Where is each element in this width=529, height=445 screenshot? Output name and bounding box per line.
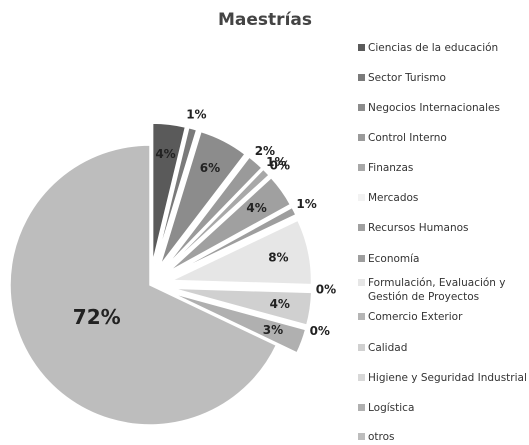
legend-swatch [358,104,365,111]
pie-slice [155,126,198,264]
pie-slice [170,291,307,354]
legend-label: Negocios Internacionales [368,102,500,114]
legend-label: Mercados [368,192,419,204]
legend-item: Control Interno [358,131,528,145]
pie-slice [171,287,313,327]
legend-item: Negocios Internacionales [358,101,528,115]
data-label: 3% [263,323,283,337]
pie-slice [171,290,307,329]
legend-item: Economía [358,252,528,266]
data-label: 72% [73,305,121,329]
legend-item: Sector Turismo [358,71,528,85]
data-label: 2% [255,144,275,158]
legend-label: Formulación, Evaluación y Gestión de Pro… [368,277,506,303]
data-label: 4% [246,201,266,215]
legend-item: Mercados [358,191,528,205]
data-label: 8% [268,250,288,264]
data-label: 0% [310,324,330,338]
legend-label: Higiene y Seguridad Industrial [368,372,527,384]
data-label: 1% [266,155,286,169]
legend-swatch [358,255,365,262]
legend-swatch [358,313,365,320]
data-label: 1% [186,108,206,122]
legend-item: Formulación, Evaluación y Gestión de Pro… [358,276,528,304]
legend-label: Finanzas [368,162,414,174]
legend-swatch [358,279,365,286]
data-label: 4% [270,297,290,311]
legend-swatch [358,74,365,81]
pie-slice [9,144,278,426]
legend-item: Finanzas [358,161,528,175]
data-label: 0% [316,283,336,297]
pie-slice [151,122,187,264]
legend-swatch [358,344,365,351]
pie-slice [159,130,247,266]
pie-slice [167,176,292,273]
legend-swatch [358,44,365,51]
legend-swatch [358,433,365,440]
data-label: 0% [270,159,290,173]
legend-swatch [358,134,365,141]
legend-swatch [358,164,365,171]
legend-item: Higiene y Seguridad Industrial [358,371,528,385]
pie-slice [165,175,271,271]
legend-swatch [358,374,365,381]
legend-item: Recursos Humanos [358,221,528,235]
legend-swatch [358,404,365,411]
legend-label: Control Interno [368,132,447,144]
legend-label: otros [368,431,395,443]
legend-item: otros [358,430,528,444]
data-label: 6% [200,161,220,175]
legend-label: Logística [368,402,415,414]
data-label: 4% [155,147,175,161]
legend-label: Ciencias de la educación [368,42,499,54]
legend-label: Economía [368,253,420,265]
legend-item: Calidad [358,341,528,355]
legend-label: Comercio Exterior [368,311,463,323]
legend-swatch [358,194,365,201]
legend-swatch [358,224,365,231]
pie-slice [169,206,297,276]
chart-title: Maestrías [218,10,312,30]
legend-label: Sector Turismo [368,72,446,84]
data-label: 1% [296,197,316,211]
legend-label: Recursos Humanos [368,222,469,234]
legend-item: Comercio Exterior [358,310,528,324]
legend-item: Ciencias de la educación [358,41,528,55]
pie-slice [171,219,313,286]
legend-label: Calidad [368,342,408,354]
legend-item: Logística [358,401,528,415]
pie-slice [163,156,263,269]
